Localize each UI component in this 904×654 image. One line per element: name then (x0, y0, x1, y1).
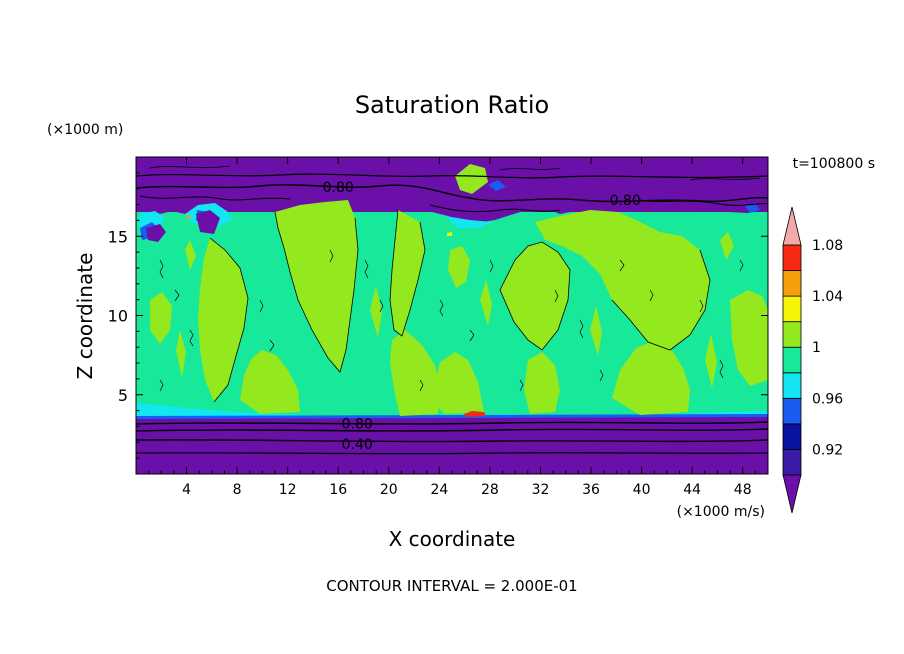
green-blob-1 (198, 238, 248, 402)
green-blob-8 (524, 352, 560, 414)
colorbar-segment (782, 397, 802, 425)
contour-plot-area (136, 157, 768, 474)
colorbar-segment (782, 423, 802, 450)
colorbar-label: 1 (812, 340, 821, 356)
green-blob-3 (240, 350, 300, 414)
contour-labels: 0.80 0.80 0.80 0.40 (323, 180, 641, 453)
green-blob-7 (500, 242, 570, 350)
contour-lines (136, 165, 768, 455)
contour-label: 0.80 (323, 180, 354, 196)
contour-line-upper-3 (139, 195, 768, 213)
colorbar-low-arrow (782, 474, 802, 514)
green-blob-9 (535, 210, 710, 350)
contour-interval-footer: CONTOUR INTERVAL = 2.000E-01 (326, 577, 577, 595)
colorbar-label: 0.92 (812, 442, 843, 458)
green-blob-2 (275, 200, 358, 372)
upper-dry-layer (136, 157, 768, 224)
x-tick-label: 20 (380, 482, 398, 498)
contour-label: 0.80 (342, 416, 373, 432)
contour-line-moist-edges (209, 209, 711, 403)
x-tick-label: 16 (329, 482, 347, 498)
colorbar-label: 0.96 (812, 391, 843, 407)
orange-spot (186, 215, 190, 218)
contour-line-upper-1 (136, 184, 768, 203)
green-blob-6 (430, 352, 484, 414)
green-intrusion-top (455, 164, 488, 194)
colorbar-segment (782, 270, 802, 297)
lower-dry-layer (136, 417, 768, 474)
green-blob-5 (390, 330, 440, 416)
x-tick-label: 24 (430, 482, 448, 498)
contour-line-upper-2 (136, 173, 768, 179)
colorbar-label: 1.08 (812, 238, 843, 254)
x-tick-label: 32 (532, 482, 550, 498)
colorbar-segment (782, 244, 802, 271)
x-tick-label: 28 (481, 482, 499, 498)
colorbar-segment (782, 449, 802, 476)
x-tick-label: 4 (182, 482, 191, 498)
contour-line-lower-2 (136, 428, 768, 432)
green-blob-11 (730, 290, 768, 386)
y-tick-label: 10 (108, 307, 128, 326)
time-label: t=100800 s (793, 156, 875, 172)
colorbar-segment (782, 372, 802, 399)
green-blob-10 (612, 340, 690, 415)
y-axis-ticks: 5 10 15 (108, 172, 768, 459)
x-unit-label: (×1000 m/s) (677, 504, 765, 520)
contour-label: 0.40 (342, 437, 373, 453)
y-axis-label: Z coordinate (73, 253, 97, 380)
colorbar-segment (782, 321, 802, 348)
contour-line-lower-4 (136, 452, 768, 455)
y-unit-label: (×1000 m) (47, 122, 123, 138)
chart-title: Saturation Ratio (355, 91, 549, 119)
contour-line-lower-3 (136, 439, 768, 443)
x-tick-label: 36 (582, 482, 600, 498)
green-blob-12 (150, 292, 172, 344)
red-spot-surface (464, 411, 486, 417)
green-blob-13 (448, 246, 470, 288)
x-axis-ticks: 4 8 12 16 20 24 28 32 36 40 44 48 (148, 157, 756, 498)
colorbar-segment (782, 295, 802, 323)
colorbar-label: 1.04 (812, 289, 843, 305)
yellow-spot (447, 232, 452, 236)
purple-pockets-upper (146, 210, 220, 242)
green-blob-4 (390, 210, 425, 336)
x-tick-label: 48 (734, 482, 752, 498)
colorbar-high-arrow (782, 206, 802, 246)
x-tick-label: 44 (683, 482, 701, 498)
x-tick-label: 8 (233, 482, 242, 498)
y-tick-label: 5 (118, 386, 128, 405)
colorbar-segment (782, 346, 802, 374)
y-tick-label: 15 (108, 227, 128, 246)
x-axis-label: X coordinate (389, 527, 516, 551)
colorbar: 0.92 0.96 1 1.04 1.08 (782, 206, 843, 514)
contour-line-upper-4 (149, 165, 761, 181)
contour-line-lower-1 (136, 421, 768, 425)
x-tick-label: 12 (279, 482, 297, 498)
x-tick-label: 40 (633, 482, 651, 498)
contour-line-squiggles (159, 249, 744, 392)
contour-label: 0.80 (610, 193, 641, 209)
